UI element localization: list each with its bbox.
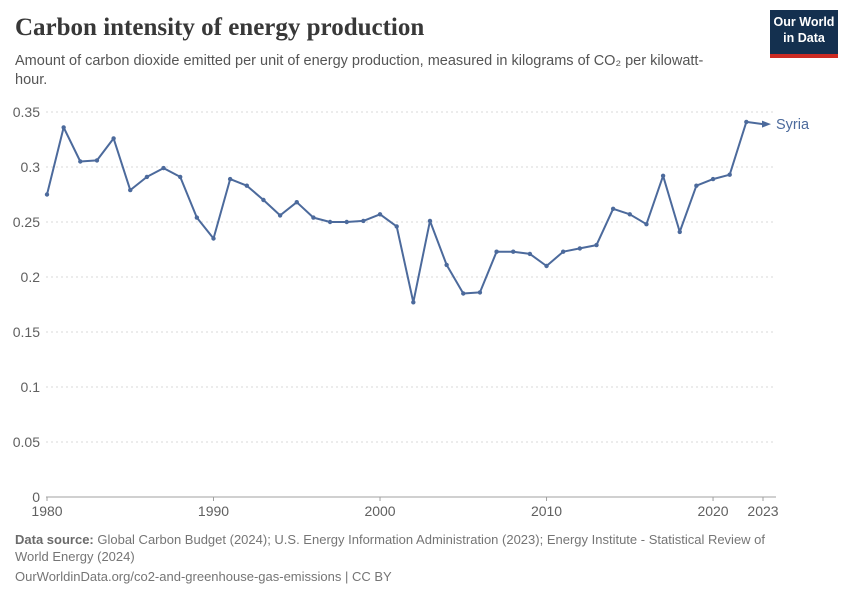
data-point-marker — [660, 173, 666, 178]
data-point-marker — [111, 136, 116, 141]
data-point-marker — [294, 200, 299, 205]
entity-label-syria: Syria — [776, 117, 810, 133]
data-point-marker — [477, 290, 483, 295]
data-point-marker — [244, 183, 250, 188]
x-tick-label: 2000 — [364, 503, 395, 519]
data-point-marker — [744, 119, 749, 125]
data-point-marker — [44, 192, 50, 197]
owid-logo: Our World in Data — [770, 10, 838, 58]
data-point-marker — [411, 300, 416, 305]
data-point-marker — [427, 218, 433, 224]
data-point-marker — [311, 215, 316, 220]
y-tick-label: 0.2 — [21, 269, 41, 285]
data-point-marker — [494, 249, 499, 254]
y-tick-label: 0.15 — [13, 324, 40, 340]
data-point-marker — [128, 187, 133, 193]
data-point-marker — [710, 176, 716, 182]
data-point-marker — [361, 218, 366, 224]
page-title: Carbon intensity of energy production — [15, 14, 425, 41]
data-line — [46, 120, 764, 304]
data-point-marker — [560, 249, 566, 254]
data-point-marker — [727, 172, 732, 177]
data-point-marker — [610, 206, 616, 211]
data-point-marker — [327, 219, 333, 225]
y-tick-label: 0.35 — [13, 104, 40, 120]
chart-subtitle: Amount of carbon dioxide emitted per uni… — [15, 53, 704, 88]
chart-canvas: 0 0.05 0.1 0.15 0.2 0.25 0.3 0.35 1980 1990 2000 20… — [13, 104, 810, 519]
owid-logo-line1: Our World — [773, 15, 835, 29]
data-point-marker — [627, 212, 632, 217]
x-tick-label: 1980 — [31, 503, 62, 519]
data-point-marker — [694, 183, 699, 188]
data-point-marker — [344, 219, 349, 225]
x-tick-label: 2023 — [747, 503, 778, 519]
line-chart: 0 0.05 0.1 0.15 0.2 0.25 0.3 0.35 1980 1990 2000 20… — [13, 104, 810, 519]
data-point-marker — [544, 263, 549, 269]
data-point-marker — [461, 291, 466, 296]
data-point-marker — [594, 242, 599, 248]
y-tick-label: 0.05 — [13, 434, 40, 450]
data-point-marker — [377, 212, 383, 217]
data-point-marker — [394, 224, 399, 229]
entity-end-arrow — [762, 120, 771, 128]
data-point-marker — [577, 246, 583, 251]
y-tick-label: 0.3 — [21, 159, 41, 175]
owid-logo-line2: in Data — [783, 31, 825, 45]
data-point-marker — [94, 158, 100, 163]
x-tick-label: 1990 — [198, 503, 229, 519]
data-point-marker — [61, 125, 66, 130]
x-tick-label: 2010 — [531, 503, 562, 519]
footer-datasource: Data source: Global Carbon Budget (2024)… — [15, 531, 790, 565]
data-point-marker — [277, 213, 283, 218]
data-point-marker — [178, 174, 183, 180]
data-point-marker — [677, 229, 682, 235]
data-point-marker — [144, 174, 150, 180]
data-point-marker — [644, 222, 649, 227]
footer-url[interactable]: OurWorldinData.org/co2-and-greenhouse-ga… — [15, 569, 392, 584]
y-tick-label: 0.25 — [13, 214, 40, 230]
data-point-marker — [194, 215, 200, 220]
data-point-marker — [211, 236, 216, 241]
y-tick-label: 0.1 — [21, 379, 41, 395]
chart-header: Carbon intensity of energy production Am… — [15, 12, 755, 90]
datasource-text: Global Carbon Budget (2024); U.S. Energy… — [15, 532, 766, 564]
data-point-marker — [161, 165, 166, 171]
data-point-marker — [511, 249, 516, 254]
data-point-marker — [261, 197, 266, 203]
datasource-label: Data source: — [15, 532, 94, 547]
data-point-marker — [444, 262, 449, 268]
data-point-marker — [527, 251, 533, 257]
data-point-marker — [78, 159, 83, 164]
data-point-marker — [227, 176, 233, 182]
y-tick-label: 0 — [32, 489, 40, 505]
x-tick-label: 2020 — [697, 503, 728, 519]
